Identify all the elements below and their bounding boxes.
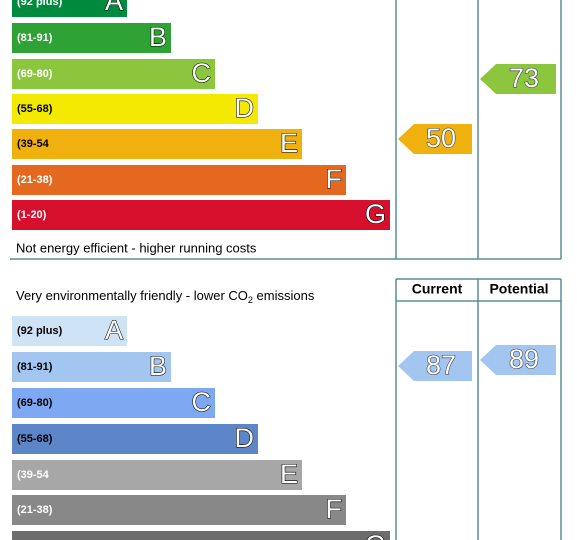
- rating-band: [12, 460, 302, 490]
- rating-band: [12, 23, 171, 53]
- column-header: Current: [412, 281, 463, 297]
- rating-value: 87: [426, 350, 456, 380]
- rating-band: [12, 388, 215, 418]
- rating-band: [12, 94, 258, 124]
- rating-arrow: [480, 345, 556, 375]
- intro-text: emissions: [253, 288, 315, 303]
- band-range: (69-80): [17, 68, 53, 80]
- band-range: (92 plus): [17, 325, 63, 337]
- band-range: (81-91): [17, 32, 53, 44]
- rating-band: [12, 129, 302, 159]
- band-range: (21-38): [17, 174, 53, 186]
- band-letter: D: [235, 423, 255, 453]
- intro-text: Very environmentally friendly - lower CO: [16, 288, 248, 303]
- band-letter: B: [149, 351, 167, 381]
- band-range: (69-80): [17, 397, 53, 409]
- rating-band: [12, 531, 390, 540]
- rating-value: 89: [509, 344, 539, 374]
- band-range: (55-68): [17, 433, 53, 445]
- band-range: (55-68): [17, 103, 53, 115]
- rating-value: 50: [426, 123, 456, 153]
- band-range: (1-20): [17, 209, 47, 221]
- rating-arrow: [398, 124, 472, 154]
- band-letter: F: [326, 494, 343, 524]
- band-letter: F: [326, 164, 343, 194]
- rating-band: [12, 0, 127, 17]
- rating-arrow: [480, 64, 556, 94]
- rating-band: [12, 495, 346, 525]
- rating-band: [12, 424, 258, 454]
- band-range: (81-91): [17, 361, 53, 373]
- band-range: (21-38): [17, 504, 53, 516]
- intro-subscript: 2: [248, 295, 253, 305]
- rating-value: 73: [509, 63, 539, 93]
- rating-arrow: [398, 351, 472, 381]
- band-letter: A: [105, 0, 123, 16]
- rating-band: [12, 59, 215, 89]
- band-letter: E: [280, 128, 298, 158]
- band-letter: C: [192, 58, 212, 88]
- band-letter: D: [235, 93, 255, 123]
- footer-note: Not energy efficient - higher running co…: [16, 240, 257, 255]
- band-letter: E: [280, 459, 298, 489]
- band-range: (39-54: [17, 469, 50, 481]
- intro-note: Very environmentally friendly - lower CO…: [16, 288, 315, 305]
- band-letter: A: [105, 315, 123, 345]
- rating-band: [12, 165, 346, 195]
- band-range: (92 plus): [17, 0, 63, 8]
- rating-band: [12, 352, 171, 382]
- column-header: Potential: [489, 281, 548, 297]
- rating-band: [12, 200, 390, 230]
- band-range: (39-54: [17, 138, 50, 150]
- band-letter: B: [149, 22, 167, 52]
- band-letter: G: [365, 530, 386, 540]
- band-letter: G: [365, 199, 386, 229]
- band-letter: C: [192, 387, 212, 417]
- rating-band: [12, 316, 127, 346]
